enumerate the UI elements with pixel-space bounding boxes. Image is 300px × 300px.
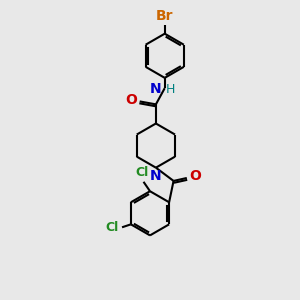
- Text: O: O: [125, 93, 137, 107]
- Text: Cl: Cl: [105, 221, 119, 234]
- Text: Br: Br: [156, 9, 173, 23]
- Text: N: N: [150, 169, 162, 183]
- Text: N: N: [150, 82, 161, 96]
- Text: Cl: Cl: [135, 166, 148, 179]
- Text: H: H: [166, 82, 176, 95]
- Text: O: O: [189, 169, 201, 184]
